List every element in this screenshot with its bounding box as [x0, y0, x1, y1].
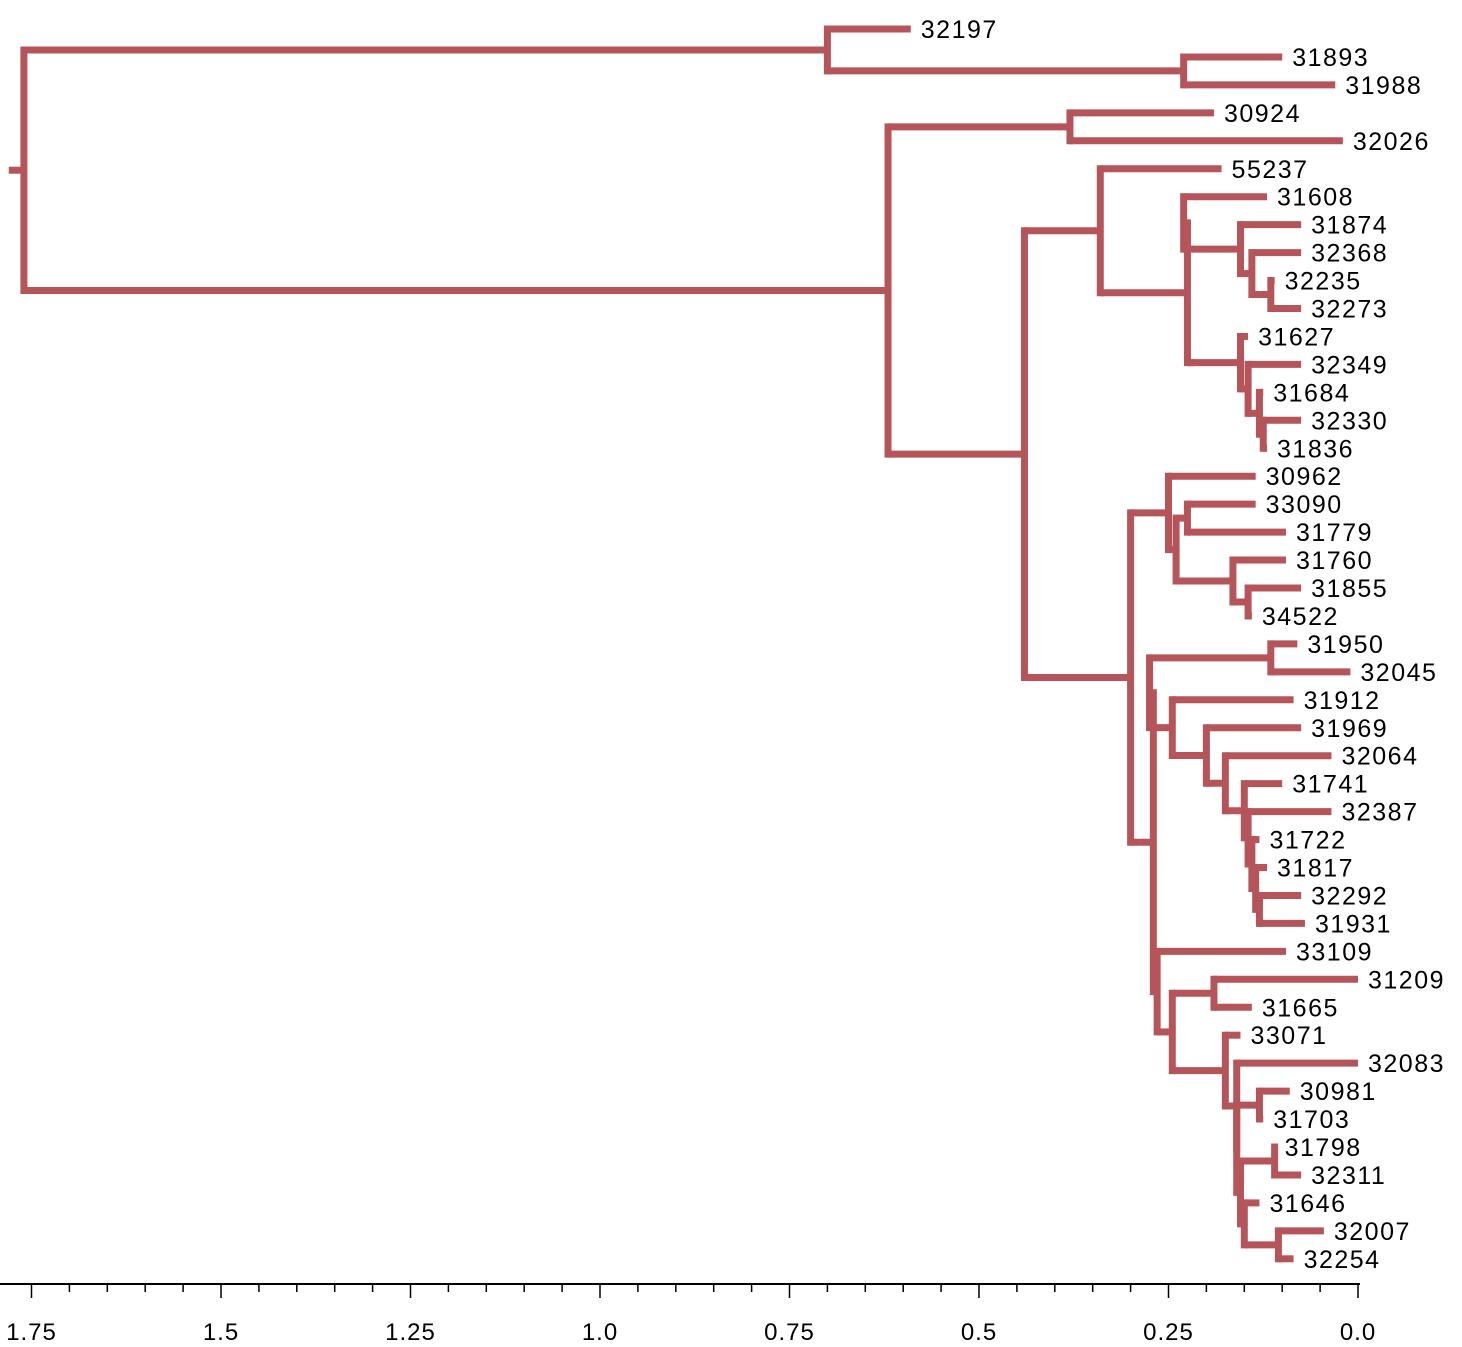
leaf-label-31684: 31684 [1273, 379, 1350, 407]
leaf-label-32311: 32311 [1311, 1162, 1386, 1190]
leaf-label-31703: 31703 [1273, 1106, 1350, 1134]
tick-label: 0.75 [764, 1319, 815, 1346]
leaf-label-32254: 32254 [1304, 1246, 1381, 1274]
leaf-label-30981: 30981 [1300, 1078, 1377, 1106]
leaf-label-32387: 32387 [1341, 799, 1418, 827]
leaf-label-31760: 31760 [1296, 547, 1373, 575]
tick-label: 0.0 [1340, 1319, 1376, 1346]
leaf-label-32045: 32045 [1360, 659, 1437, 687]
leaf-label-30924: 30924 [1224, 100, 1301, 128]
x-axis: 1.75 1.5 1.25 1.0 0.75 0.5 0.25 0.0 [0, 1283, 1376, 1346]
leaf-label-32292: 32292 [1311, 882, 1388, 910]
leaf-label-31988: 31988 [1345, 72, 1422, 100]
leaf-label-31627: 31627 [1258, 323, 1335, 351]
tick-label: 1.5 [203, 1319, 239, 1346]
leaf-label-32273: 32273 [1311, 296, 1388, 324]
leaf-label-33090: 33090 [1266, 491, 1343, 519]
tick-label: 1.25 [385, 1319, 436, 1346]
tick-label: 0.25 [1143, 1319, 1194, 1346]
leaf-label-31893: 31893 [1292, 44, 1369, 72]
leaf-label-32026: 32026 [1353, 128, 1430, 156]
leaf-label-33109: 33109 [1296, 938, 1373, 966]
leaf-label-32007: 32007 [1334, 1218, 1411, 1246]
leaf-label-31722: 31722 [1269, 827, 1346, 855]
leaf-label-30962: 30962 [1266, 463, 1343, 491]
leaf-label-31209: 31209 [1368, 966, 1445, 994]
tick-label: 1.0 [582, 1319, 618, 1346]
leaf-label-31950: 31950 [1307, 631, 1384, 659]
leaf-label-31741: 31741 [1292, 771, 1369, 799]
leaf-label-32349: 32349 [1311, 351, 1388, 379]
leaf-label-32368: 32368 [1311, 240, 1388, 268]
leaf-label-31969: 31969 [1311, 715, 1388, 743]
leaf-label-31817: 31817 [1277, 855, 1354, 883]
leaf-label-32064: 32064 [1341, 743, 1418, 771]
leaf-label-31798: 31798 [1285, 1134, 1362, 1162]
leaf-label-32235: 32235 [1285, 268, 1362, 296]
leaf-label-31836: 31836 [1277, 435, 1354, 463]
leaf-label-31874: 31874 [1311, 212, 1388, 240]
leaf-label-32083: 32083 [1368, 1050, 1445, 1078]
leaf-label-31608: 31608 [1277, 184, 1354, 212]
leaf-label-31912: 31912 [1304, 687, 1381, 715]
tick-label: 0.5 [961, 1319, 997, 1346]
leaf-label-31665: 31665 [1262, 994, 1339, 1022]
leaf-label-31855: 31855 [1311, 575, 1388, 603]
leaf-label-55237: 55237 [1232, 156, 1309, 184]
leaf-label-33071: 33071 [1251, 1022, 1328, 1050]
tick-label: 1.75 [6, 1319, 57, 1346]
leaf-label-34522: 34522 [1262, 603, 1339, 631]
leaf-label-31646: 31646 [1269, 1190, 1346, 1218]
branch-lines [8, 25, 1358, 1263]
leaf-label-32197: 32197 [921, 16, 998, 44]
leaf-label-31931: 31931 [1315, 910, 1392, 938]
leaf-label-32330: 32330 [1311, 407, 1388, 435]
leaf-label-31779: 31779 [1296, 519, 1373, 547]
